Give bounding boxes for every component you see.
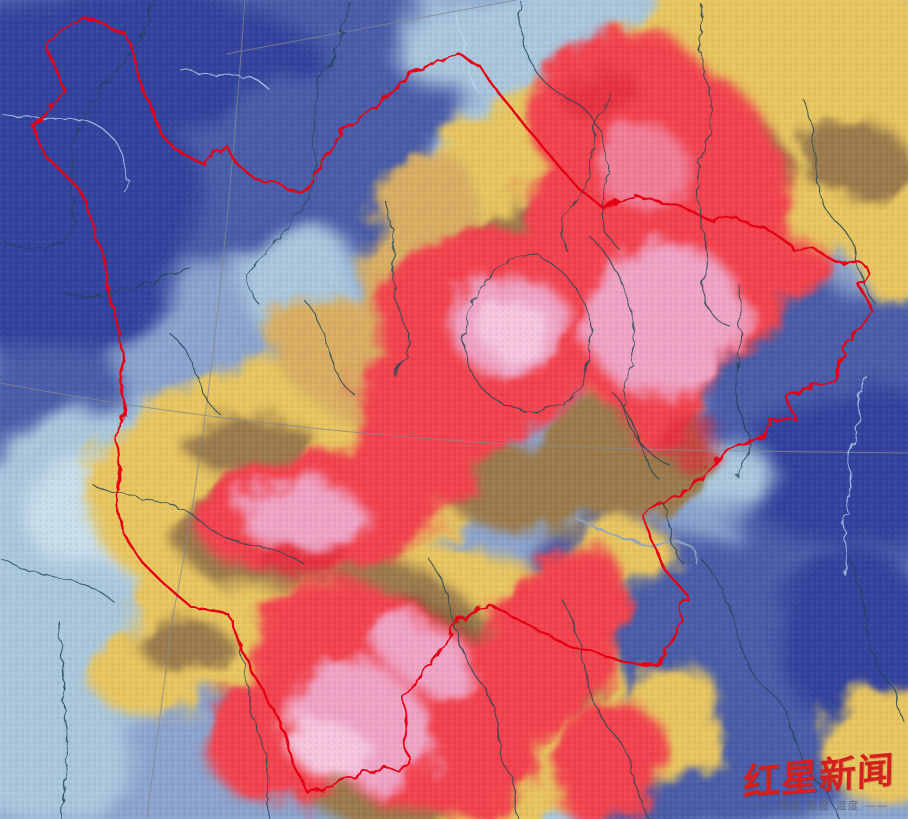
county-line — [57, 619, 64, 819]
county-line — [609, 389, 661, 481]
province-boundary-group — [30, 13, 874, 792]
river-line — [177, 67, 267, 87]
province-boundary — [30, 13, 874, 792]
grid-line-parallel — [0, 382, 908, 454]
county-line — [461, 251, 591, 410]
county-line — [584, 231, 668, 463]
county-line — [301, 297, 353, 393]
county-line — [558, 91, 611, 251]
county-line — [799, 95, 873, 301]
river-line — [451, 7, 481, 95]
county-line — [847, 555, 903, 721]
county-line — [659, 499, 681, 561]
county-line — [699, 557, 839, 819]
grid-line-parallel-upper — [225, 0, 517, 55]
county-line — [559, 597, 649, 819]
county-line — [89, 481, 303, 563]
county-line — [381, 197, 407, 375]
county-line — [0, 557, 113, 601]
county-line — [167, 331, 219, 413]
river-lines — [0, 7, 863, 573]
county-line — [694, 1, 731, 327]
county-line — [517, 0, 619, 249]
grid-line-meridian — [146, 0, 246, 819]
river-line-major — [574, 517, 697, 563]
county-line — [733, 281, 748, 475]
river-line — [841, 371, 863, 573]
county-line — [246, 0, 349, 306]
county-line — [227, 617, 269, 819]
county-line — [427, 557, 517, 819]
county-line — [59, 263, 187, 295]
river-line — [0, 111, 126, 193]
